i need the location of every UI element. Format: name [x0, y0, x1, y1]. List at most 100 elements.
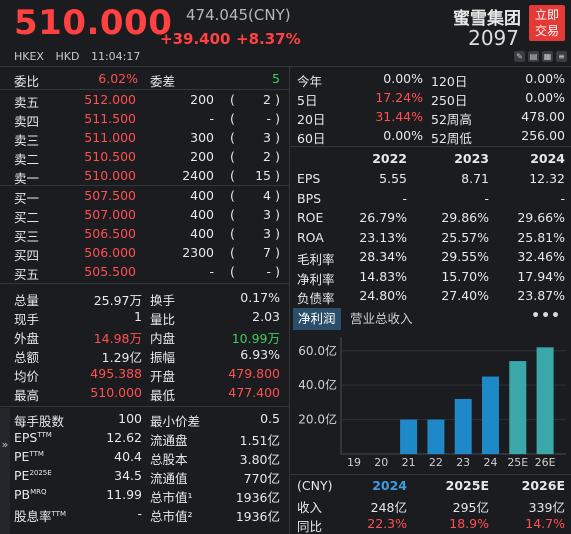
- fin-value: -: [402, 190, 407, 206]
- divider: [0, 283, 289, 284]
- fundamental-label: 总市值¹: [150, 490, 193, 505]
- fin-label: 毛利率: [297, 252, 335, 267]
- perf-label: 今年: [297, 74, 323, 89]
- tab-net-profit[interactable]: 净利润: [293, 308, 341, 330]
- rev-year: 2026E: [521, 478, 565, 493]
- level-label: 卖二: [14, 152, 40, 167]
- fin-value: 23.13%: [359, 229, 407, 245]
- expand-icon[interactable]: »: [1, 438, 9, 451]
- level-label: 卖四: [14, 114, 40, 129]
- stat-value: 14.98万: [93, 331, 142, 346]
- financials-row: ROE 26.79% 29.86% 29.66%: [293, 208, 571, 228]
- fin-year: 2023: [454, 151, 489, 166]
- x-tick-label: 19: [347, 456, 361, 469]
- level-label: 买三: [14, 229, 40, 244]
- perf-value: 17.24%: [375, 90, 423, 105]
- fin-value: 29.66%: [517, 210, 565, 225]
- perf-value: 0.00%: [383, 71, 423, 86]
- bid-row: 买五 505.500 - (-): [0, 262, 288, 282]
- fin-value: 15.70%: [441, 268, 489, 284]
- tab-total-revenue[interactable]: 营业总收入: [350, 311, 413, 326]
- fundamental-row: PETTM 40.4 总股本 3.80亿: [0, 447, 288, 467]
- bid-row: 买二 507.000 400 (3): [0, 205, 288, 225]
- fundamental-label-suffix: TTM: [51, 510, 66, 518]
- level-open-paren: (: [230, 149, 235, 164]
- revenue-value: 248亿: [370, 500, 407, 515]
- fundamental-value: 40.4: [114, 449, 142, 464]
- revenue-value: 339亿: [528, 500, 565, 515]
- performance-row: 60日 0.00% 52周低 256.00: [293, 126, 571, 146]
- stat-value: 477.400: [228, 385, 280, 400]
- bar-25E: [509, 361, 527, 454]
- fundamental-label-suffix: TTM: [37, 431, 52, 439]
- perf-label: 5日: [297, 93, 318, 108]
- yoy-row: 同比 22.3% 18.9% 14.7%: [293, 514, 571, 534]
- rev-year: 2025E: [445, 478, 489, 493]
- stat-value: 1: [134, 309, 142, 324]
- level-price: 506.500: [84, 226, 136, 241]
- perf-value: 31.44%: [375, 109, 423, 124]
- stock-name: 蜜雪集团: [453, 9, 521, 29]
- bid-row: 买四 506.000 2300 (7): [0, 243, 288, 263]
- y-tick-label: 40.0亿: [298, 377, 337, 392]
- commission-ratio-label: 委比: [14, 74, 40, 89]
- divider: [0, 89, 289, 90]
- fundamental-label-text: 每手股数: [14, 414, 65, 429]
- fundamental-value: 1936亿: [235, 509, 280, 524]
- fundamental-value: 34.5: [114, 468, 142, 483]
- level-label: 买五: [14, 267, 40, 282]
- stat-label: 量比: [150, 312, 176, 327]
- level-price: 505.500: [84, 264, 136, 279]
- level-close-paren: ): [275, 149, 280, 164]
- stat-label: 总额: [14, 350, 40, 365]
- stat-row: 总量 25.97万 换手 0.17%: [0, 288, 288, 308]
- stat-label: 总量: [14, 293, 40, 308]
- level-count: 2: [263, 149, 271, 164]
- financials-row: BPS - - -: [293, 189, 571, 209]
- list-icon[interactable]: ≡: [556, 51, 567, 62]
- level-price: 511.000: [84, 130, 136, 145]
- chart-icon[interactable]: ▤: [528, 51, 539, 62]
- rev-year: 2024: [372, 478, 407, 493]
- fin-label: 净利率: [297, 271, 335, 287]
- more-icon[interactable]: •••: [531, 308, 561, 324]
- fundamental-value: 3.80亿: [239, 452, 280, 467]
- yoy-value: 22.3%: [367, 516, 407, 531]
- quote-header: 510.000 474.045(CNY) +39.400 +8.37% 蜜雪集团…: [0, 0, 571, 66]
- y-tick-label: 60.0亿: [298, 343, 337, 358]
- perf-label: 250日: [431, 93, 468, 108]
- bar-26E: [536, 347, 554, 454]
- fin-value: 12.32: [529, 171, 565, 186]
- level-label: 买一: [14, 191, 40, 206]
- stat-row: 均价 495.388 开盘 479.800: [0, 364, 288, 384]
- level-close-paren: ): [275, 264, 280, 279]
- fin-value: 26.79%: [359, 210, 407, 225]
- yoy-label: 同比: [297, 519, 323, 534]
- x-tick-label: 21: [402, 456, 416, 469]
- level-volume: 200: [190, 92, 214, 107]
- financials-row: ROA 23.13% 25.57% 25.81%: [293, 228, 571, 248]
- level-volume: 200: [190, 149, 214, 164]
- stat-row: 总额 1.29亿 振幅 6.93%: [0, 345, 288, 365]
- price-change-percent: +8.37%: [236, 30, 301, 48]
- x-tick-label: 22: [429, 456, 443, 469]
- fundamental-row: PE2025E 34.5 流通值 770亿: [0, 466, 288, 486]
- fin-value: 23.87%: [517, 288, 565, 303]
- level-price: 512.000: [84, 92, 136, 107]
- fundamental-label: EPSTTM: [14, 430, 52, 445]
- market-meta: HKEX HKD 11:04:17: [14, 50, 148, 63]
- stat-row: 最高 510.000 最低 477.400: [0, 383, 288, 403]
- stat-row: 现手 1 量比 2.03: [0, 307, 288, 327]
- trade-now-button[interactable]: 立即 交易: [529, 5, 565, 41]
- yoy-value: 14.7%: [525, 516, 565, 531]
- level-count: 2: [263, 92, 271, 107]
- level-label: 卖一: [14, 171, 40, 186]
- fin-value: 28.34%: [359, 249, 407, 264]
- grid-icon[interactable]: ▦: [542, 51, 553, 62]
- edit-icon[interactable]: ✎: [514, 51, 525, 62]
- fin-value: 27.40%: [441, 288, 489, 303]
- stat-value: 10.99万: [231, 331, 280, 346]
- fin-label: EPS: [297, 171, 321, 186]
- commission-ratio-value: 6.02%: [98, 71, 138, 86]
- quote-time: 11:04:17: [90, 50, 141, 63]
